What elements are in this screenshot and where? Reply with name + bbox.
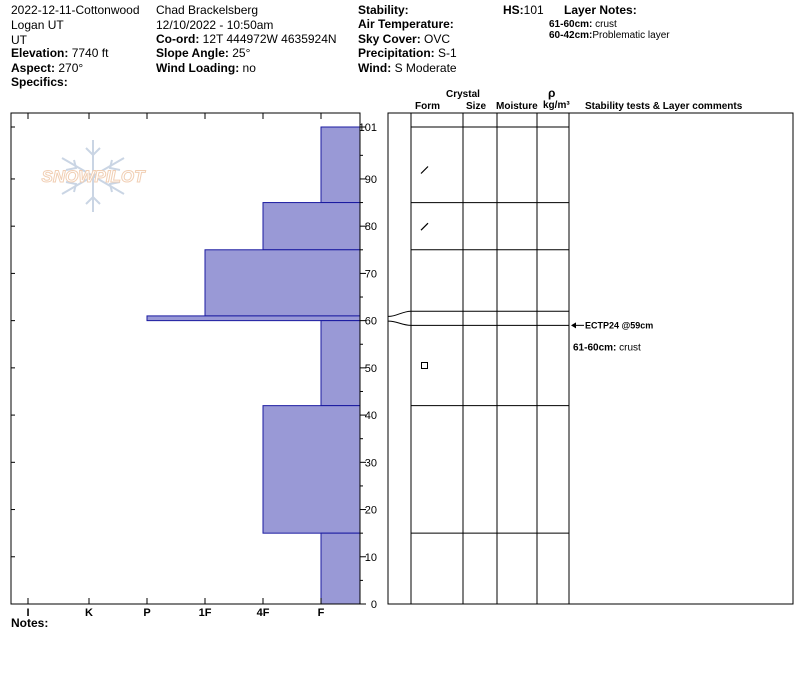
depth-tick-label: 90 xyxy=(365,174,377,186)
sky-label: Sky Cover: xyxy=(358,32,421,46)
comments-header: Stability tests & Layer comments xyxy=(585,101,743,112)
location-line1: 2022-12-11-Cottonwood xyxy=(11,3,140,17)
hs-value: 101 xyxy=(523,3,544,17)
layer-note-range: 61-60cm: xyxy=(549,19,593,30)
hardness-bars xyxy=(146,126,361,605)
depth-tick-label: 40 xyxy=(365,410,377,422)
snowflake-icon xyxy=(61,140,125,212)
coord-value: 12T 444972W 4635924N xyxy=(202,32,337,46)
depth-tick-label: 101 xyxy=(359,122,377,134)
hardness-tick-label: F xyxy=(318,607,325,619)
depth-tick-label: 80 xyxy=(365,221,377,233)
layer-lines xyxy=(387,126,569,605)
slope-field: Slope Angle: 25° xyxy=(156,46,250,60)
form-header: Form xyxy=(415,101,440,112)
precip-field: Precipitation: S-1 xyxy=(358,46,457,60)
hs-field: HS:101 xyxy=(503,3,544,17)
aspect-value: 270° xyxy=(58,61,84,75)
air-temp-label: Air Temperature: xyxy=(358,17,454,31)
hardness-bar xyxy=(262,405,361,534)
crystal-header: Crystal xyxy=(446,89,480,100)
coord-label: Co-ord: xyxy=(156,32,200,46)
wind-loading-label: Wind Loading: xyxy=(156,61,240,75)
hardness-tick-label: 4F xyxy=(257,607,270,619)
hardness-tick-label: I xyxy=(26,607,29,619)
hardness-bar xyxy=(204,249,361,317)
aspect-label: Aspect: xyxy=(11,61,56,75)
depth-tick-label: 70 xyxy=(365,268,377,280)
snowpilot-logo-text: SNOWPILOT xyxy=(42,167,147,186)
wind-value: S Moderate xyxy=(394,61,457,75)
aspect-field: Aspect: 270° xyxy=(11,61,83,75)
location-line3: UT xyxy=(11,33,27,47)
hardness-chart-frame xyxy=(10,112,361,605)
sky-field: Sky Cover: OVC xyxy=(358,32,450,46)
stability-label: Stability: xyxy=(358,3,409,17)
hardness-axis: I K P 1F 4F F xyxy=(26,113,325,619)
layer-connector xyxy=(387,310,412,317)
precip-label: Precipitation: xyxy=(358,46,435,60)
grain-form-symbol xyxy=(420,166,429,174)
stability-tests: ECTP24 @59cm 61-60cm: crust xyxy=(571,320,653,354)
elevation-value: 7740 ft xyxy=(71,46,109,60)
hardness-bar xyxy=(320,320,361,407)
hardness-tick-label: K xyxy=(85,607,93,619)
depth-axis: 0 10 20 30 40 50 60 70 80 90 101 xyxy=(11,122,377,611)
hardness-bar xyxy=(146,315,361,322)
wind-loading-field: Wind Loading: no xyxy=(156,61,256,75)
observer-name: Chad Brackelsberg xyxy=(156,3,259,17)
hardness-tick-label: 1F xyxy=(199,607,212,619)
layer-connector xyxy=(387,320,412,326)
depth-tick-label: 30 xyxy=(365,457,377,469)
grain-form-symbol xyxy=(420,222,429,231)
snowpilot-logo: SNOWPILOT xyxy=(41,140,147,212)
layer-note-text: crust xyxy=(595,19,617,30)
hardness-bar xyxy=(262,202,361,251)
observation-datetime: 12/10/2022 - 10:50am xyxy=(156,18,274,32)
density-symbol: ρ xyxy=(548,86,556,100)
slope-value: 25° xyxy=(232,46,251,60)
density-unit: kg/m³ xyxy=(543,100,570,111)
layer-note-range: 60-42cm: xyxy=(549,30,593,41)
depth-tick-label: 60 xyxy=(365,316,377,328)
sky-value: OVC xyxy=(424,32,451,46)
hardness-tick-label: P xyxy=(143,607,150,619)
test-result-label: ECTP24 @59cm xyxy=(585,320,653,330)
depth-tick-label: 20 xyxy=(365,505,377,517)
coord-field: Co-ord: 12T 444972W 4635924N xyxy=(156,32,337,46)
grain-symbols xyxy=(420,166,429,369)
layer-comment: 61-60cm: crust xyxy=(573,343,641,354)
layer-comment-text: crust xyxy=(616,343,641,354)
size-header: Size xyxy=(466,101,487,112)
elevation-label: Elevation: xyxy=(11,46,69,60)
hardness-bar xyxy=(320,126,361,204)
wind-loading-value: no xyxy=(242,61,256,75)
notes-label: Notes: xyxy=(11,616,49,630)
depth-tick-label: 50 xyxy=(365,363,377,375)
wind-label: Wind: xyxy=(358,61,392,75)
location-line2: Logan UT xyxy=(11,18,64,32)
specifics-label: Specifics: xyxy=(11,75,68,89)
hardness-bar xyxy=(320,532,361,605)
layer-note-text: Problematic layer xyxy=(592,30,670,41)
precip-value: S-1 xyxy=(438,46,457,60)
slope-label: Slope Angle: xyxy=(156,46,229,60)
layer-comment-range: 61-60cm: xyxy=(573,343,616,354)
grain-form-symbol xyxy=(421,362,428,369)
layer-note-item: 60-42cm:Problematic layer xyxy=(549,30,670,42)
wind-field: Wind: S Moderate xyxy=(358,61,457,75)
moisture-header: Moisture xyxy=(496,101,538,112)
layer-notes-label: Layer Notes: xyxy=(564,3,637,17)
depth-tick-label: 0 xyxy=(371,599,377,611)
layer-table-frame xyxy=(387,112,794,605)
depth-tick-label: 10 xyxy=(365,552,377,564)
hs-label: HS: xyxy=(503,3,524,17)
layer-note-item: 61-60cm: crust xyxy=(549,19,617,31)
elevation-field: Elevation: 7740 ft xyxy=(11,46,108,60)
test-arrow-icon xyxy=(571,322,576,329)
